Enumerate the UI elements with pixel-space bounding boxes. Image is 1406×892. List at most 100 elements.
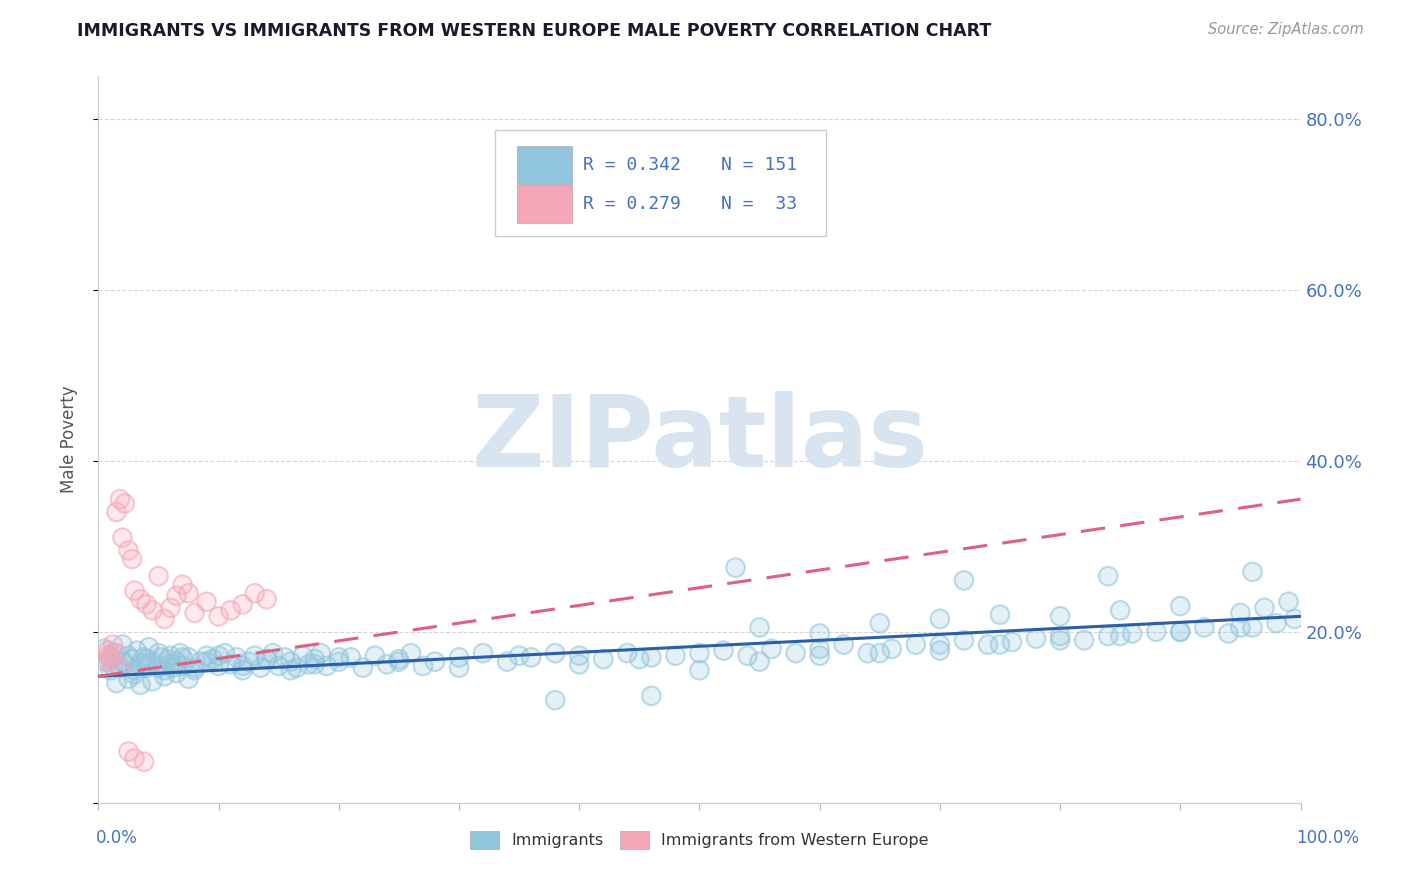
Point [121,552,143,566]
Point [1097,569,1119,583]
FancyBboxPatch shape [495,130,825,235]
Point [447,650,470,665]
Legend: Immigrants, Immigrants from Western Europe: Immigrants, Immigrants from Western Euro… [463,823,936,856]
Point [97,643,120,657]
Text: R = 0.279: R = 0.279 [583,195,681,213]
Point [93,655,115,669]
Point [388,655,411,669]
Point [183,663,205,677]
Point [105,676,128,690]
Point [129,678,152,692]
Point [214,646,236,660]
Text: 0.0%: 0.0% [96,829,138,847]
Point [117,744,139,758]
Point [309,646,332,660]
Point [1049,609,1071,624]
Point [1277,595,1299,609]
Point [352,661,374,675]
Point [135,652,157,666]
Point [149,650,172,665]
Point [928,643,950,657]
Point [177,650,200,665]
Point [243,648,266,663]
Point [1109,603,1132,617]
Point [423,655,446,669]
Point [159,600,181,615]
Point [267,659,290,673]
Point [880,641,903,656]
Point [172,659,194,673]
Point [232,663,254,677]
Point [988,607,1011,622]
Point [1109,629,1132,643]
Point [628,652,651,666]
Point [832,638,855,652]
Point [243,586,266,600]
Point [124,663,146,677]
Point [748,620,770,634]
Y-axis label: Male Poverty: Male Poverty [59,385,77,493]
Point [208,609,231,624]
Point [1229,620,1251,634]
Point [100,663,122,677]
Point [238,655,260,669]
Point [117,543,139,558]
Point [1170,599,1192,613]
Point [412,659,434,673]
Point [148,646,170,660]
Point [101,659,124,673]
Point [988,607,1011,622]
Point [1073,633,1095,648]
Point [238,655,260,669]
Point [304,652,326,666]
Point [508,648,530,663]
Point [953,574,976,588]
FancyBboxPatch shape [517,185,572,223]
Point [225,650,247,665]
Point [1170,624,1192,639]
Point [201,652,224,666]
Point [208,648,231,663]
Point [219,657,242,672]
Point [592,652,614,666]
Text: Source: ZipAtlas.com: Source: ZipAtlas.com [1208,22,1364,37]
Point [225,650,247,665]
Point [568,657,591,672]
Point [1049,633,1071,648]
Point [153,612,176,626]
Point [472,646,495,660]
Point [105,646,128,660]
Point [114,657,136,672]
Point [208,659,231,673]
Point [148,569,170,583]
Point [688,663,710,677]
Point [280,655,302,669]
Point [508,648,530,663]
Point [808,648,831,663]
Point [274,650,297,665]
Point [195,595,218,609]
Point [166,589,188,603]
Point [724,560,747,574]
Point [141,603,163,617]
Point [219,657,242,672]
Point [195,655,218,669]
Point [138,640,160,654]
Point [141,655,163,669]
Point [132,755,155,769]
Point [145,659,167,673]
Point [953,574,976,588]
Point [141,674,163,689]
Point [328,655,350,669]
Point [138,640,160,654]
Point [172,650,194,665]
Point [399,646,422,660]
Point [616,646,638,660]
Point [177,672,200,686]
Point [100,663,122,677]
Point [208,609,231,624]
Point [125,643,148,657]
Point [315,659,337,673]
Point [108,661,131,675]
Point [162,661,184,675]
